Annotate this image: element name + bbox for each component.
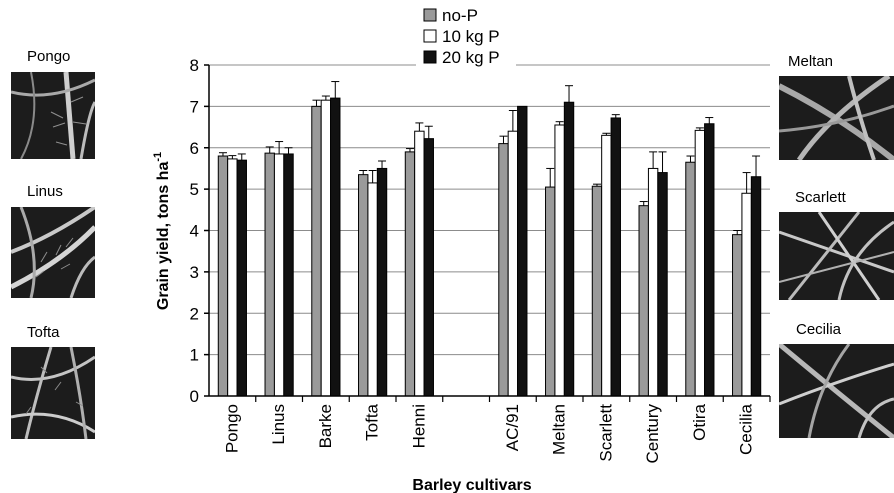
x-tick-label: Otira: [690, 403, 709, 440]
bar-10-kg-p: [741, 192, 752, 397]
x-tick-label: Linus: [269, 404, 288, 445]
bar-no-p: [311, 105, 322, 397]
legend-label: no-P: [442, 6, 478, 25]
y-tick-label: 5: [190, 180, 199, 199]
y-tick-label: 0: [190, 387, 199, 406]
y-tick-labels: 0 1 2 3 4 5 6 7 8: [190, 56, 209, 406]
legend-swatch-no-p: [423, 8, 437, 22]
panel-label-pongo: Pongo: [27, 48, 71, 65]
x-tick-label: Barke: [316, 404, 335, 448]
x-tick-label: Henni: [409, 404, 428, 448]
bar-20-kg-p: [376, 167, 388, 397]
x-tick-label: Cecilia: [737, 403, 756, 455]
y-tick-label: 2: [190, 304, 199, 323]
x-tick-label: Scarlett: [596, 404, 615, 462]
y-tick-label: 1: [190, 346, 199, 365]
y-tick-label: 6: [190, 139, 199, 158]
bar-no-p: [638, 205, 649, 397]
bar-10-kg-p: [227, 158, 238, 397]
bar-20-kg-p: [610, 117, 621, 397]
root-photo-tofta: [11, 347, 95, 439]
bar-10-kg-p: [601, 134, 612, 397]
panel-label-tofta: Tofta: [27, 324, 60, 341]
x-tick-label: Tofta: [363, 403, 382, 440]
y-tick-label: 7: [190, 97, 199, 116]
legend-swatch-20-kg-p: [423, 50, 437, 64]
root-photo-cecilia: [779, 344, 894, 438]
legend: no-P 10 kg P 20 kg P: [416, 4, 516, 68]
gridlines: [209, 64, 770, 356]
bar-10-kg-p: [320, 99, 332, 397]
bar-10-kg-p: [507, 130, 519, 397]
root-photo-pongo: [11, 72, 95, 159]
root-photo-scarlett: [779, 212, 894, 300]
legend-label: 20 kg P: [442, 48, 500, 67]
bar-no-p: [591, 185, 603, 397]
panel-label-meltan: Meltan: [788, 53, 834, 70]
bar-10-kg-p: [694, 129, 706, 397]
y-axis-title-sup: -1: [152, 152, 164, 162]
bar-10-kg-p: [367, 182, 378, 397]
y-axis-title: Grain yield, tons ha-1: [152, 152, 172, 310]
bar-20-kg-p: [704, 123, 715, 397]
x-axis-title: Barley cultivars: [412, 477, 531, 493]
bar-10-kg-p: [554, 124, 565, 397]
y-tick-label: 3: [190, 263, 199, 282]
bar-marks: [217, 97, 762, 397]
x-tick-label: AC/91: [503, 404, 522, 451]
root-photo-meltan: [779, 76, 894, 160]
panel-label-scarlett: Scarlett: [795, 189, 846, 206]
bar-20-kg-p: [563, 101, 575, 397]
x-tick-label: Meltan: [550, 404, 569, 455]
bar-20-kg-p: [657, 172, 668, 397]
bar-no-p: [545, 186, 556, 397]
bar-no-p: [685, 161, 696, 397]
bar-10-kg-p: [647, 167, 659, 397]
bar-20-kg-p: [236, 159, 247, 397]
error-bars: [218, 81, 761, 235]
bar-no-p: [404, 151, 416, 397]
bar-20-kg-p: [517, 105, 528, 397]
legend-swatch-10-kg-p: [423, 29, 437, 43]
bar-no-p: [498, 143, 509, 397]
bar-20-kg-p: [283, 153, 294, 397]
bar-20-kg-p: [330, 97, 341, 397]
bar-no-p: [358, 174, 369, 397]
bar-no-p: [217, 155, 229, 397]
bar-20-kg-p: [750, 176, 762, 397]
panel-label-cecilia: Cecilia: [796, 321, 842, 338]
y-tick-label: 4: [190, 222, 199, 241]
bar-no-p: [732, 234, 743, 397]
root-photo-linus: [11, 207, 95, 298]
x-tick-labels: Pongo Linus Barke Tofta Henni AC/91 Meltan Scar…: [222, 396, 771, 464]
legend-label: 10 kg P: [442, 27, 500, 46]
x-tick-label: Pongo: [222, 404, 241, 453]
y-tick-label: 8: [190, 56, 199, 75]
y-axis-title-text: Grain yield, tons ha: [155, 162, 172, 311]
bar-10-kg-p: [273, 153, 285, 397]
bar-no-p: [264, 152, 275, 397]
panel-label-linus: Linus: [27, 183, 63, 200]
x-tick-label: Century: [643, 404, 662, 464]
bar-10-kg-p: [414, 130, 425, 397]
bar-20-kg-p: [423, 138, 434, 397]
